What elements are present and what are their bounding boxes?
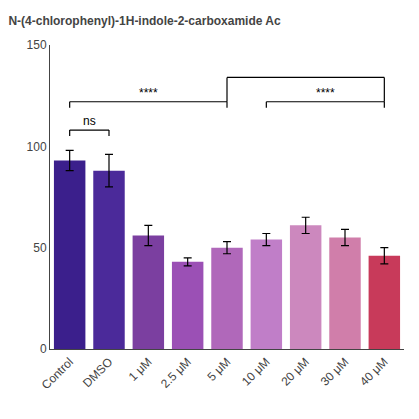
svg-text:ns: ns — [83, 114, 96, 128]
svg-text:20 μM: 20 μM — [278, 355, 312, 389]
svg-text:N-(4-chlorophenyl)-1H-indole-2: N-(4-chlorophenyl)-1H-indole-2-carboxami… — [8, 14, 281, 28]
svg-text:100: 100 — [27, 140, 47, 154]
svg-text:****: **** — [316, 86, 335, 100]
svg-text:2.5 μM: 2.5 μM — [158, 355, 194, 391]
svg-text:30 μM: 30 μM — [318, 355, 352, 389]
svg-text:Control: Control — [39, 355, 76, 392]
svg-text:DMSO: DMSO — [80, 355, 115, 390]
svg-text:40 μM: 40 μM — [357, 355, 391, 389]
svg-text:****: **** — [139, 86, 158, 100]
svg-text:10 μM: 10 μM — [239, 355, 273, 389]
svg-text:0: 0 — [40, 342, 47, 356]
svg-text:50: 50 — [33, 241, 47, 255]
svg-text:5 μM: 5 μM — [204, 355, 233, 384]
svg-text:1 μM: 1 μM — [126, 355, 155, 384]
svg-text:150: 150 — [27, 38, 47, 52]
